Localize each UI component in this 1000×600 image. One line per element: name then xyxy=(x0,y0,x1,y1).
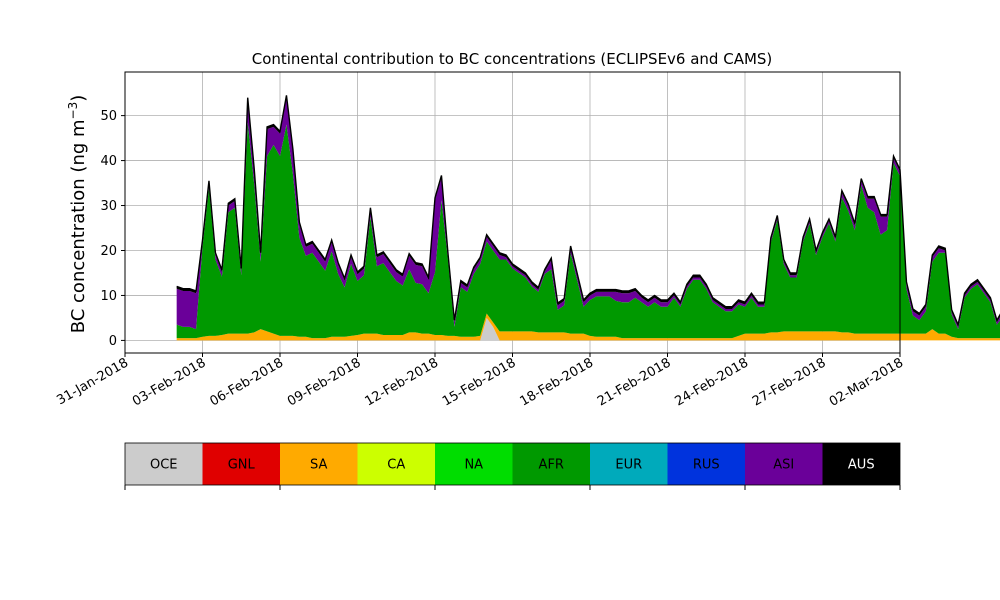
legend-swatch-sa xyxy=(280,443,358,485)
x-tick-label: 02-Mar-2018 xyxy=(827,355,906,409)
legend-label-rus: RUS xyxy=(693,458,720,473)
x-tick-label: 15-Feb-2018 xyxy=(440,355,519,409)
y-tick-label: 30 xyxy=(100,199,117,214)
y-axis-label: BC concentration (ng m−3) xyxy=(66,95,89,334)
legend-swatch-eur xyxy=(590,443,668,485)
series-area-sa xyxy=(176,313,1000,341)
x-tick-label: 09-Feb-2018 xyxy=(285,355,364,409)
x-tick-label: 24-Feb-2018 xyxy=(672,355,751,409)
x-tick-label: 21-Feb-2018 xyxy=(595,355,674,409)
x-tick-label: 03-Feb-2018 xyxy=(130,355,209,409)
legend-swatch-rus xyxy=(667,443,745,485)
y-tick-label: 50 xyxy=(100,109,117,124)
legend-swatch-asi xyxy=(745,443,823,485)
series-area-afr xyxy=(176,122,1000,339)
legend-swatch-aus xyxy=(822,443,900,485)
legend-frame xyxy=(124,442,901,486)
y-tick-label: 10 xyxy=(100,289,117,304)
legend-swatch-gnl xyxy=(202,443,280,485)
legend-swatch-afr xyxy=(512,443,590,485)
x-tick-label: 18-Feb-2018 xyxy=(517,355,596,409)
legend-swatch-oce xyxy=(125,443,203,485)
legend: OCE GNL SA CA NA AFR EUR RUS ASI AUS xyxy=(124,442,901,490)
legend-label-asi: ASI xyxy=(773,458,794,473)
y-tick-label: 40 xyxy=(100,154,117,169)
legend-label-afr: AFR xyxy=(539,458,564,473)
chart-title: Continental contribution to BC concentra… xyxy=(252,50,773,68)
x-tick-label: 27-Feb-2018 xyxy=(750,355,829,409)
legend-label-aus: AUS xyxy=(848,458,875,473)
legend-label-na: NA xyxy=(464,458,483,473)
legend-label-sa: SA xyxy=(310,458,327,473)
legend-label-ca: CA xyxy=(387,458,405,473)
legend-label-eur: EUR xyxy=(615,458,642,473)
x-tick-label: 12-Feb-2018 xyxy=(362,355,441,409)
legend-label-oce: OCE xyxy=(150,458,178,473)
x-tick-label: 31-Jan-2018 xyxy=(54,355,131,408)
plot-areas xyxy=(176,95,1000,341)
total-outline xyxy=(176,95,1000,327)
y-tick-label: 20 xyxy=(100,244,117,259)
legend-swatch-ca xyxy=(357,443,435,485)
x-tick-label: 06-Feb-2018 xyxy=(207,355,286,409)
legend-label-gnl: GNL xyxy=(228,458,256,473)
legend-swatch-na xyxy=(435,443,513,485)
y-tick-label: 0 xyxy=(109,334,117,349)
